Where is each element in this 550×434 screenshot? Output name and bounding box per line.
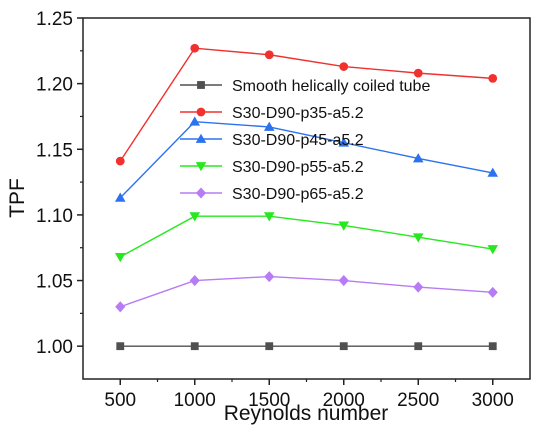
series-2 — [115, 43, 498, 166]
series-5 — [115, 271, 498, 313]
series-line — [119, 120, 493, 199]
data-point — [488, 74, 498, 83]
data-point — [414, 342, 423, 351]
legend-label: S30-D90-p55-a5.2 — [232, 159, 364, 176]
series-line — [119, 47, 493, 162]
data-point — [190, 43, 200, 53]
y-tick-label: 1.15 — [36, 140, 73, 161]
data-point — [487, 167, 499, 177]
y-tick-label: 1.25 — [36, 9, 73, 30]
data-point — [116, 342, 125, 351]
x-tick-label: 2000 — [323, 390, 365, 411]
legend-marker — [195, 162, 207, 172]
data-point — [263, 212, 275, 222]
x-tick-label: 1500 — [248, 390, 290, 411]
legend-marker — [195, 187, 207, 199]
legend-item: S30-D90-p55-a5.2 — [180, 159, 364, 176]
data-point — [413, 68, 423, 78]
x-tick-label: 2500 — [397, 390, 439, 411]
data-point — [263, 121, 275, 131]
x-tick-label: 3000 — [472, 390, 514, 411]
legend-item: S30-D90-p45-a5.2 — [180, 132, 364, 149]
data-point — [412, 153, 424, 163]
data-point — [114, 192, 126, 202]
data-point — [264, 271, 275, 283]
data-point — [190, 342, 199, 351]
data-point — [413, 281, 424, 293]
data-point — [339, 342, 348, 351]
legend-item: Smooth helically coiled tube — [180, 78, 430, 95]
legend-marker — [197, 81, 205, 89]
series-3 — [114, 116, 499, 202]
data-point — [412, 233, 424, 243]
legend-label: Smooth helically coiled tube — [232, 78, 430, 95]
x-axis-title: Reynolds number — [224, 402, 389, 425]
data-point — [338, 137, 350, 147]
legend-item: S30-D90-p35-a5.2 — [180, 105, 364, 122]
legend-label: S30-D90-p35-a5.2 — [232, 105, 364, 122]
legend-label: S30-D90-p65-a5.2 — [232, 186, 364, 203]
legend: Smooth helically coiled tube S30-D90-p35-… — [180, 78, 430, 203]
data-point — [115, 301, 126, 313]
x-axis: 500 1000 1500 2000 2500 3000 — [104, 379, 514, 411]
y-axis: 1.00 1.05 1.10 1.15 1.20 1.25 — [36, 9, 83, 358]
data-point — [338, 221, 350, 231]
data-point — [339, 62, 349, 71]
series-4 — [114, 212, 499, 263]
y-axis-title: TPF — [6, 178, 29, 218]
y-tick-label: 1.10 — [36, 206, 73, 227]
data-point — [189, 212, 201, 222]
x-tick-label: 500 — [104, 390, 136, 411]
data-point — [264, 50, 274, 60]
legend-marker — [196, 107, 206, 117]
data-point — [487, 286, 498, 298]
data-point — [488, 342, 497, 351]
data-point — [338, 275, 349, 287]
data-point — [114, 253, 126, 263]
y-tick-label: 1.05 — [36, 272, 73, 293]
series-line — [119, 215, 493, 258]
legend-label: S30-D90-p45-a5.2 — [232, 132, 364, 149]
series-layer — [114, 43, 499, 351]
series-line — [120, 275, 493, 308]
series-1 — [116, 342, 497, 351]
y-tick-label: 1.00 — [36, 337, 73, 358]
y-tick-label: 1.20 — [36, 75, 73, 96]
data-point — [265, 342, 274, 351]
data-point — [189, 275, 200, 287]
legend-marker — [195, 133, 207, 143]
x-tick-label: 1000 — [174, 390, 216, 411]
legend-item: S30-D90-p65-a5.2 — [180, 186, 364, 203]
data-point — [487, 245, 499, 255]
data-point — [189, 116, 201, 126]
data-point — [115, 156, 125, 166]
